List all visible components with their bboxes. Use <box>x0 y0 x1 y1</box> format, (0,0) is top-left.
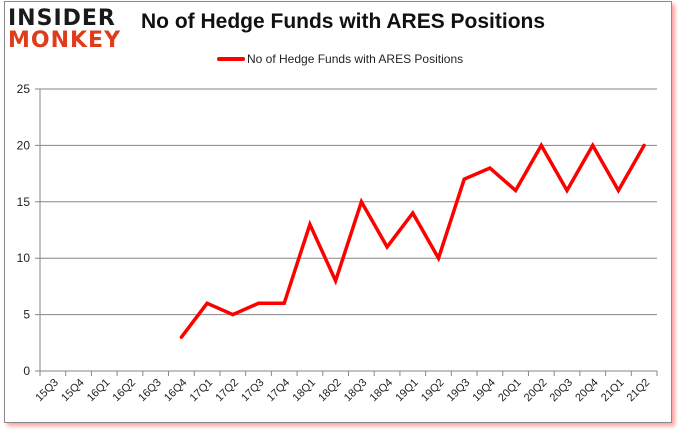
x-tick-label: 16Q3 <box>136 377 164 405</box>
x-tick-label: 19Q1 <box>393 377 421 405</box>
x-tick-label: 16Q4 <box>162 377 190 405</box>
x-tick-label: 15Q3 <box>33 377 61 405</box>
logo-line2: MONKEY <box>8 28 122 53</box>
x-tick-label: 19Q4 <box>470 377 498 405</box>
legend-label: No of Hedge Funds with ARES Positions <box>247 52 464 66</box>
insider-monkey-logo: INSIDER MONKEY <box>8 6 126 53</box>
x-tick-label: 17Q1 <box>188 377 216 405</box>
y-tick-label: 0 <box>23 364 30 378</box>
x-tick-label: 20Q2 <box>522 377 550 405</box>
x-tick-label: 17Q2 <box>213 377 241 405</box>
x-tick-label: 17Q3 <box>239 377 267 405</box>
x-tick-label: 19Q3 <box>445 377 473 405</box>
x-tick-label: 21Q2 <box>625 377 653 405</box>
x-tick-label: 20Q1 <box>496 377 524 405</box>
x-tick-label: 15Q4 <box>59 377 87 405</box>
logo-line1: INSIDER <box>8 6 116 31</box>
x-tick-label: 18Q2 <box>316 377 344 405</box>
x-tick-label: 20Q3 <box>548 377 576 405</box>
x-tick-label: 16Q2 <box>111 377 139 405</box>
chart-frame <box>4 1 672 423</box>
x-tick-label: 16Q1 <box>85 377 113 405</box>
y-tick-label: 10 <box>17 251 31 265</box>
y-tick-label: 20 <box>17 138 31 152</box>
x-tick-label: 20Q4 <box>573 377 601 405</box>
chart-legend: No of Hedge Funds with ARES Positions <box>217 52 463 66</box>
x-tick-label: 18Q4 <box>368 377 396 405</box>
y-tick-label: 5 <box>23 308 30 322</box>
series-line <box>179 141 646 339</box>
chart-title: No of Hedge Funds with ARES Positions <box>141 10 546 33</box>
y-tick-label: 25 <box>17 82 31 96</box>
x-tick-label: 18Q1 <box>291 377 319 405</box>
x-tick-label: 21Q1 <box>599 377 627 405</box>
x-tick-label: 19Q2 <box>419 377 447 405</box>
legend-line-icon <box>217 57 245 61</box>
y-tick-label: 15 <box>17 195 31 209</box>
x-tick-label: 17Q4 <box>265 377 293 405</box>
x-tick-label: 18Q3 <box>342 377 370 405</box>
